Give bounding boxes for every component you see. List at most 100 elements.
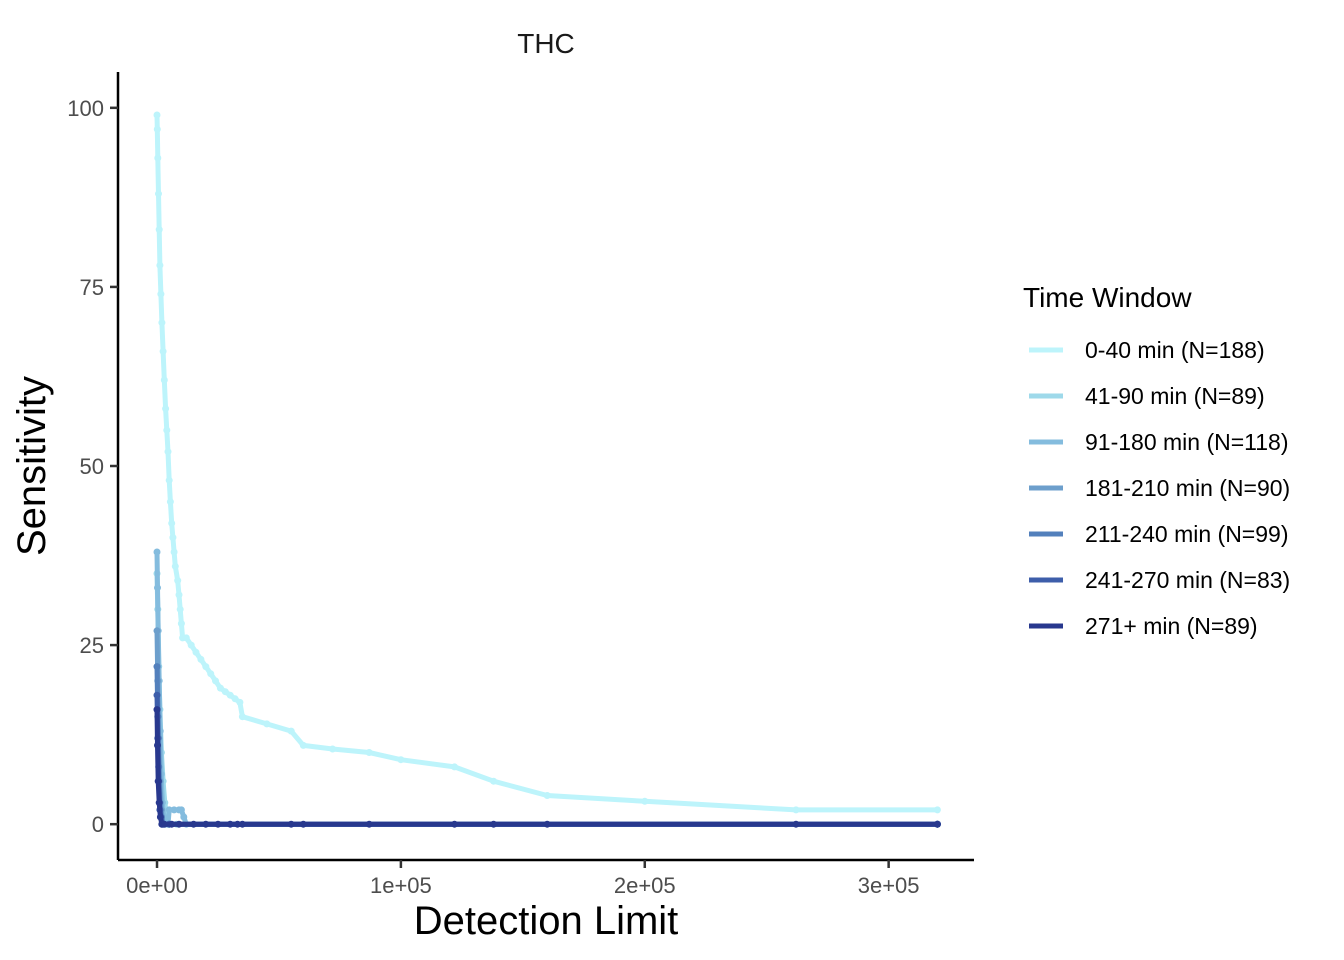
data-point: [153, 125, 161, 133]
legend-item: 211-240 min (N=99): [1029, 521, 1289, 547]
data-point: [365, 749, 373, 756]
data-point: [154, 741, 161, 749]
series-5: [153, 663, 941, 828]
y-axis-ticks: 0 25 50 75 100: [67, 96, 118, 837]
series-6: [153, 691, 941, 828]
data-point: [212, 677, 219, 685]
data-point: [226, 691, 234, 699]
data-point: [157, 290, 165, 298]
data-point: [154, 777, 162, 785]
x-tick-label: 2e+05: [614, 873, 676, 898]
data-point: [792, 806, 800, 814]
data-point: [231, 695, 239, 703]
data-point: [171, 562, 179, 570]
legend-item: 271+ min (N=89): [1029, 613, 1258, 639]
data-point: [158, 319, 166, 327]
data-point: [165, 806, 173, 814]
data-point: [490, 820, 498, 828]
data-point: [236, 698, 244, 706]
y-tick-label: 75: [80, 275, 104, 300]
data-point: [543, 820, 551, 828]
data-point: [287, 820, 295, 828]
data-point: [160, 820, 168, 828]
data-point: [238, 713, 246, 721]
data-point: [154, 584, 161, 592]
legend-item: 0-40 min (N=188): [1029, 337, 1265, 363]
data-point: [451, 820, 458, 828]
legend-label: 91-180 min (N=118): [1085, 429, 1289, 455]
y-tick-label: 0: [92, 812, 104, 837]
data-point: [155, 190, 162, 198]
series-line: [154, 571, 940, 827]
legend: Time Window 0-40 min (N=188) 41-90 min (N…: [1023, 282, 1290, 639]
legend-item: 241-270 min (N=83): [1029, 567, 1290, 593]
data-point: [168, 820, 176, 828]
legend-items: 0-40 min (N=188) 41-90 min (N=89) 91-180 m…: [1029, 337, 1290, 639]
legend-label: 0-40 min (N=188): [1085, 337, 1265, 363]
data-point: [792, 820, 800, 828]
series-line: [154, 692, 940, 827]
data-point: [153, 706, 161, 714]
data-point: [180, 813, 188, 821]
chart-title: THC: [517, 28, 575, 59]
data-point: [329, 745, 337, 753]
data-point: [287, 727, 295, 735]
data-point: [162, 405, 170, 413]
x-tick-label: 3e+05: [858, 873, 920, 898]
data-point: [166, 498, 174, 506]
plot-area: 0 25 50 75 100 0e+00 1e+05 2e+05 3e+05: [67, 72, 974, 898]
data-point: [155, 226, 163, 234]
data-point: [153, 691, 161, 699]
data-point: [933, 820, 941, 828]
data-point: [182, 634, 190, 642]
y-tick-label: 50: [80, 454, 104, 479]
data-point: [177, 806, 185, 814]
data-point: [451, 763, 458, 771]
data-point: [164, 448, 172, 456]
series-7: [153, 706, 941, 828]
data-point: [175, 820, 183, 828]
data-point: [299, 820, 307, 828]
data-point: [175, 591, 183, 599]
data-point: [490, 777, 498, 785]
data-point: [190, 820, 198, 828]
data-point: [170, 806, 178, 814]
legend-title: Time Window: [1023, 282, 1192, 313]
data-point: [197, 655, 205, 663]
legend-item: 41-90 min (N=89): [1029, 383, 1265, 409]
series-line: [154, 664, 940, 827]
data-point: [169, 534, 177, 542]
data-point: [159, 347, 167, 355]
x-axis-ticks: 0e+00 1e+05 2e+05 3e+05: [126, 860, 920, 898]
data-point: [641, 797, 649, 805]
data-point: [174, 577, 182, 585]
data-point: [176, 605, 184, 613]
legend-label: 41-90 min (N=89): [1085, 383, 1265, 409]
data-point: [170, 548, 178, 556]
data-point: [234, 820, 241, 828]
series-1: [153, 111, 941, 814]
legend-item: 181-210 min (N=90): [1029, 475, 1290, 501]
y-axis-title: Sensitivity: [10, 376, 54, 556]
legend-label: 271+ min (N=89): [1085, 613, 1258, 639]
data-point: [163, 426, 171, 434]
x-tick-label: 1e+05: [370, 873, 432, 898]
legend-item: 91-180 min (N=118): [1029, 429, 1289, 455]
data-point: [160, 376, 168, 384]
data-point: [365, 820, 373, 828]
data-point: [177, 620, 185, 628]
series-2: [153, 570, 941, 828]
data-point: [202, 663, 210, 671]
x-tick-label: 0e+00: [126, 873, 188, 898]
data-point: [155, 799, 163, 807]
data-point: [543, 792, 551, 799]
y-tick-label: 100: [67, 96, 104, 121]
data-point: [153, 627, 161, 635]
data-point: [202, 820, 210, 828]
data-point: [214, 820, 222, 828]
data-point: [299, 741, 307, 749]
data-point: [154, 154, 162, 162]
series-3: [153, 548, 941, 828]
data-point: [221, 688, 229, 696]
